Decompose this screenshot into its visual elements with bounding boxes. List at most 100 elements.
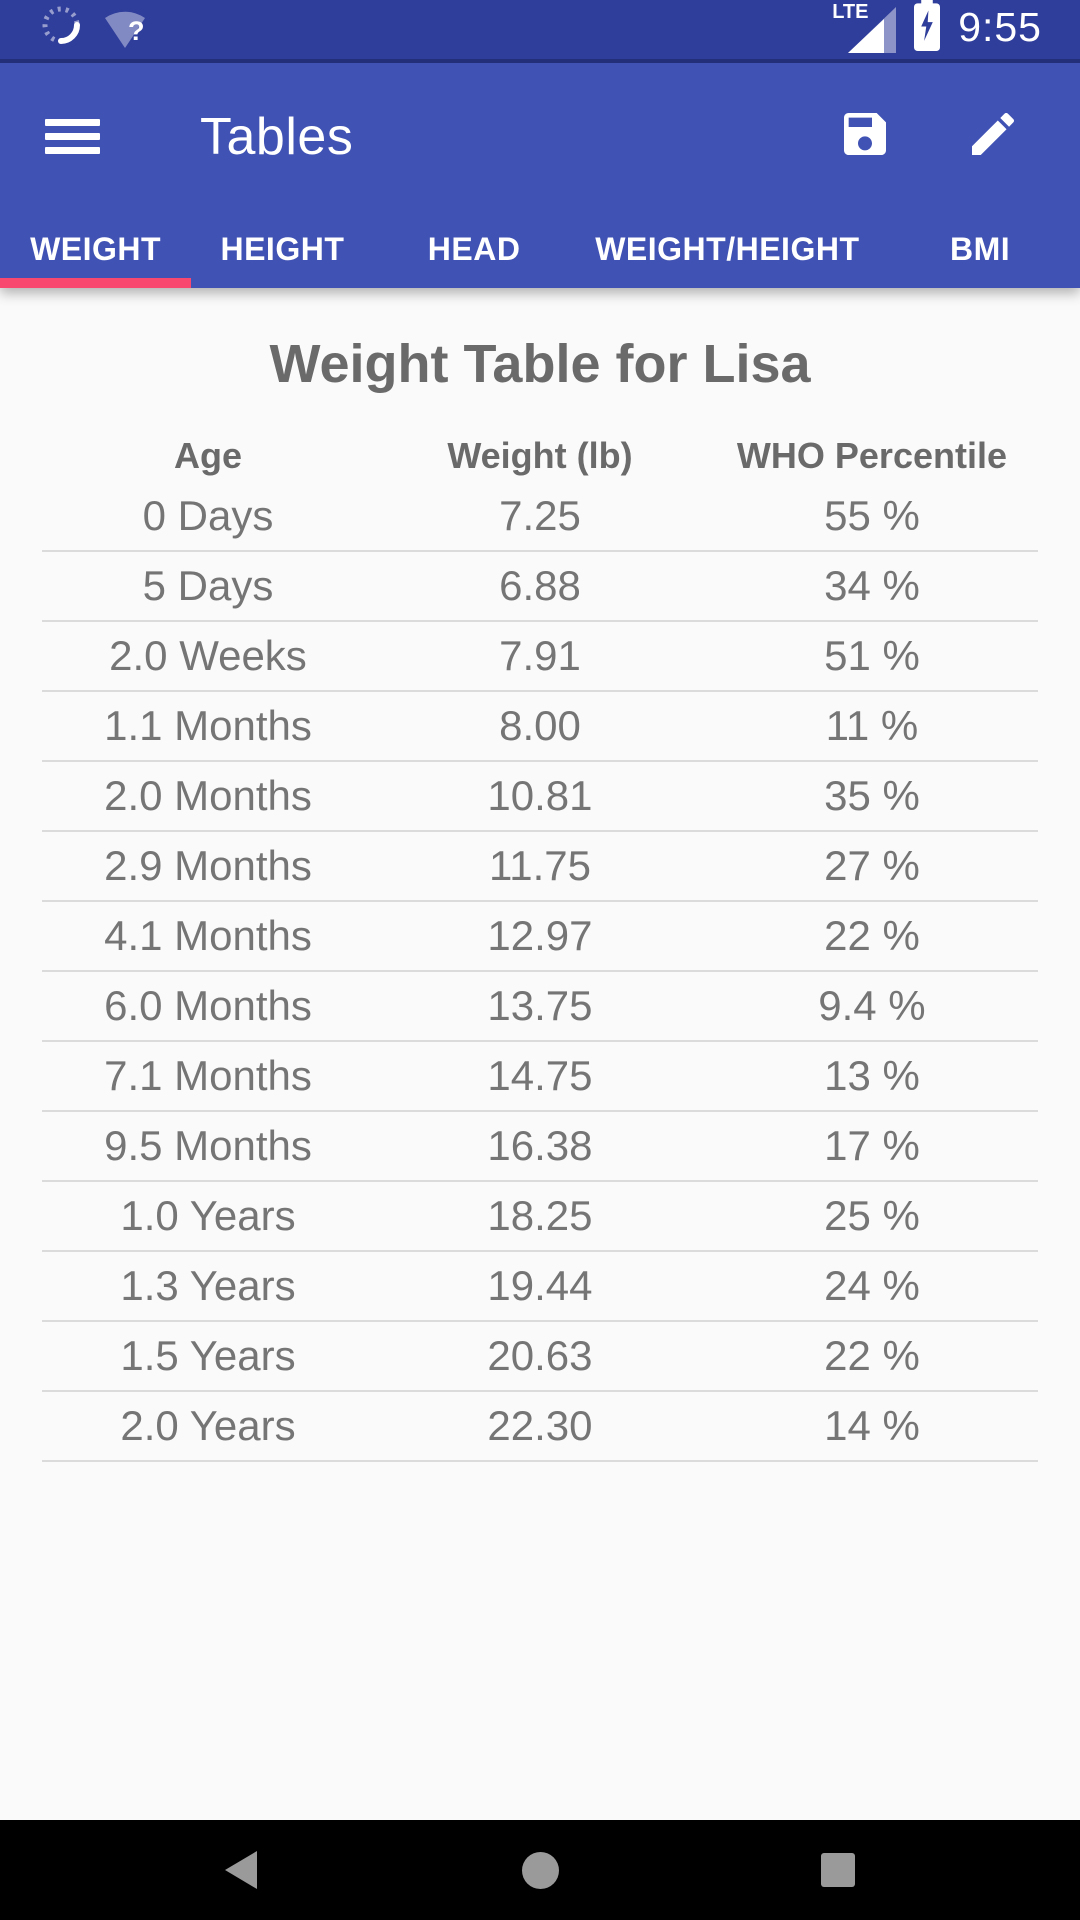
weight-cell: 16.38 [487, 1122, 593, 1169]
weight-cell: 8.00 [499, 702, 581, 749]
edit-button[interactable] [943, 87, 1043, 187]
save-button[interactable] [815, 87, 915, 187]
age-cell: 2.0 Weeks [109, 632, 307, 679]
age-cell: 1.0 Years [120, 1192, 296, 1239]
table-row: 2.0 Months 10.81 35 % [42, 762, 1038, 832]
header: ? LTE 9:55 [0, 0, 1080, 288]
age-cell: 7.1 Months [104, 1052, 312, 1099]
status-notification-icons: ? [38, 2, 848, 53]
home-button[interactable] [480, 1820, 600, 1920]
percentile-cell: 14 % [824, 1402, 920, 1449]
lte-label: LTE [832, 0, 869, 23]
table-row: 2.0 Weeks 7.91 51 % [42, 622, 1038, 692]
recents-button[interactable] [778, 1820, 898, 1920]
table-row: 0 Days 7.25 55 % [42, 482, 1038, 552]
age-cell: 4.1 Months [104, 912, 312, 959]
content-area[interactable]: Weight Table for Lisa Age Weight (lb) WH… [0, 288, 1080, 1820]
app-bar-actions [815, 87, 1080, 187]
tab-head[interactable]: HEAD [374, 210, 575, 288]
weight-cell: 22.30 [487, 1402, 593, 1449]
app-bar: Tables [0, 63, 1080, 210]
table-row: 6.0 Months 13.75 9.4 % [42, 972, 1038, 1042]
table-row: 1.5 Years 20.63 22 % [42, 1322, 1038, 1392]
tab-bmi[interactable]: BMI [880, 210, 1080, 288]
tab-height[interactable]: HEIGHT [191, 210, 374, 288]
percentile-cell: 55 % [824, 492, 920, 539]
table-body: 0 Days 7.25 55 % 5 Days 6.88 34 % 2.0 Weeks 7.9… [42, 482, 1038, 1462]
status-bar: ? LTE 9:55 [0, 0, 1080, 63]
home-icon [521, 1851, 559, 1889]
table-row: 2.0 Years 22.30 14 % [42, 1392, 1038, 1462]
column-header-age: Age [173, 435, 242, 476]
percentile-cell: 27 % [824, 842, 920, 889]
tab-label: HEAD [427, 230, 521, 267]
tab-label: HEIGHT [220, 230, 345, 267]
hamburger-icon [45, 119, 100, 126]
tab-bar: WEIGHT HEIGHT HEAD WEIGHT/HEIGHT BMI [0, 210, 1080, 288]
weight-cell: 18.25 [487, 1192, 593, 1239]
percentile-cell: 35 % [824, 772, 920, 819]
age-cell: 6.0 Months [104, 982, 312, 1029]
tab-label: BMI [949, 230, 1011, 267]
age-cell: 1.1 Months [104, 702, 312, 749]
loading-spinner-icon [38, 2, 84, 53]
navigation-bar [0, 1820, 1080, 1920]
weight-cell: 10.81 [487, 772, 593, 819]
percentile-cell: 51 % [824, 632, 920, 679]
floppy-disk-icon [837, 106, 893, 167]
age-cell: 2.0 Months [104, 772, 312, 819]
weight-cell: 19.44 [487, 1262, 593, 1309]
weight-cell: 14.75 [487, 1052, 593, 1099]
page-title: Weight Table for Lisa [269, 334, 811, 394]
back-icon [225, 1851, 257, 1889]
table-row: 4.1 Months 12.97 22 % [42, 902, 1038, 972]
status-time: 9:55 [958, 4, 1042, 50]
age-cell: 2.0 Years [120, 1402, 296, 1449]
weight-cell: 20.63 [487, 1332, 593, 1379]
column-header-weight: Weight (lb) [447, 435, 633, 476]
age-cell: 0 Days [142, 492, 274, 539]
weight-cell: 6.88 [499, 562, 581, 609]
age-cell: 5 Days [142, 562, 274, 609]
age-cell: 1.5 Years [120, 1332, 296, 1379]
pencil-icon [965, 106, 1021, 167]
table-row: 5 Days 6.88 34 % [42, 552, 1038, 622]
weight-cell: 7.91 [499, 632, 581, 679]
percentile-cell: 22 % [824, 1332, 920, 1379]
table-row: 1.3 Years 19.44 24 % [42, 1252, 1038, 1322]
app-title: Tables [200, 107, 354, 166]
percentile-cell: 22 % [824, 912, 920, 959]
back-button[interactable] [181, 1820, 301, 1920]
percentile-cell: 24 % [824, 1262, 920, 1309]
tab-label: WEIGHT/HEIGHT [595, 230, 860, 267]
active-tab-indicator [0, 278, 192, 288]
percentile-cell: 17 % [824, 1122, 920, 1169]
tab-weight[interactable]: WEIGHT [0, 210, 192, 288]
status-system-icons: LTE 9:55 [832, 0, 1042, 56]
recents-icon [821, 1853, 855, 1887]
wifi-question-mark: ? [128, 15, 145, 46]
weight-cell: 13.75 [487, 982, 593, 1029]
percentile-cell: 34 % [824, 562, 920, 609]
weight-cell: 12.97 [487, 912, 593, 959]
percentile-cell: 11 % [825, 702, 919, 749]
percentile-cell: 25 % [824, 1192, 920, 1239]
table-row: 9.5 Months 16.38 17 % [42, 1112, 1038, 1182]
percentile-cell: 13 % [824, 1052, 920, 1099]
age-cell: 1.3 Years [120, 1262, 296, 1309]
column-header-percentile: WHO Percentile [736, 435, 1007, 476]
tab-label: WEIGHT [30, 230, 162, 267]
table-row: 1.0 Years 18.25 25 % [42, 1182, 1038, 1252]
menu-button[interactable] [45, 119, 100, 154]
table-header-row: Age Weight (lb) WHO Percentile [42, 430, 1038, 482]
percentile-cell: 9.4 % [818, 982, 926, 1029]
tab-weight-height[interactable]: WEIGHT/HEIGHT [575, 210, 881, 288]
battery-charging-icon [910, 0, 944, 56]
weight-cell: 7.25 [499, 492, 581, 539]
table-row: 2.9 Months 11.75 27 % [42, 832, 1038, 902]
age-cell: 2.9 Months [104, 842, 312, 889]
age-cell: 9.5 Months [104, 1122, 312, 1169]
weight-cell: 11.75 [488, 842, 591, 889]
table-row: 7.1 Months 14.75 13 % [42, 1042, 1038, 1112]
